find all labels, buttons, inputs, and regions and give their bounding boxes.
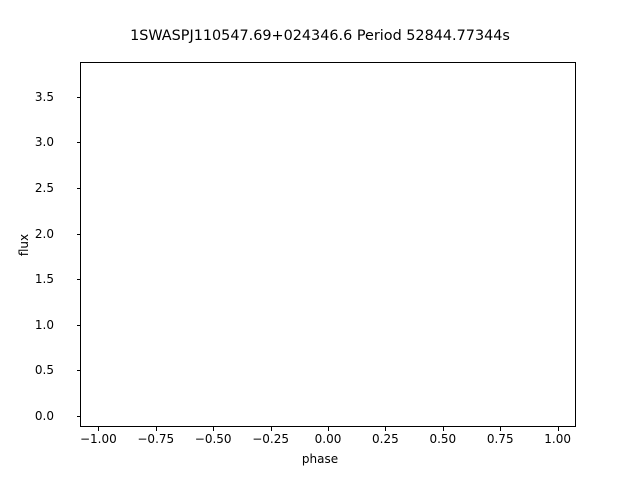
x-tick-mark	[557, 427, 559, 431]
x-tick-label: −0.25	[252, 432, 289, 446]
x-tick-mark	[328, 427, 329, 431]
plot-axes-area	[80, 62, 576, 427]
y-tick-label: 0.0	[34, 409, 54, 424]
x-tick-label: 0.00	[314, 432, 342, 446]
y-tick-label: 2.5	[34, 180, 54, 195]
y-tick-label: 0.5	[34, 363, 54, 378]
x-tick-mark	[442, 427, 444, 431]
y-tick-label: 3.0	[34, 135, 54, 150]
y-tick-mark	[76, 96, 80, 98]
x-tick-mark	[500, 427, 502, 431]
axes-frame	[80, 62, 576, 427]
x-tick-mark	[98, 427, 100, 431]
x-tick-label: 0.25	[372, 432, 399, 446]
page-title: 1SWASPJ110547.69+024346.6 Period 52844.7…	[130, 28, 510, 44]
y-tick-mark	[76, 324, 80, 326]
x-tick-mark	[213, 427, 215, 431]
x-tick-label: −1.00	[79, 432, 117, 446]
x-tick-label: 0.75	[486, 432, 514, 446]
x-axis-label: phase	[301, 452, 339, 466]
y-tick-mark	[76, 279, 80, 281]
x-tick-label: 0.50	[429, 432, 457, 446]
y-tick-mark	[76, 187, 80, 189]
y-tick-label: 1.5	[34, 272, 54, 287]
y-tick-mark	[76, 370, 80, 372]
y-tick-mark	[76, 233, 80, 235]
y-tick-label: 2.0	[34, 226, 54, 241]
y-axis-label: flux	[17, 233, 31, 256]
x-tick-label: −0.75	[137, 432, 175, 446]
x-tick-mark	[385, 427, 387, 431]
y-tick-label: 1.0	[34, 317, 54, 332]
y-tick-mark	[76, 142, 80, 144]
y-tick-label: 3.5	[34, 89, 54, 104]
x-tick-label: −0.50	[194, 432, 232, 446]
x-tick-mark	[270, 427, 272, 431]
x-tick-mark	[155, 427, 157, 431]
y-tick-mark	[76, 416, 80, 418]
x-tick-label: 1.00	[544, 432, 571, 446]
